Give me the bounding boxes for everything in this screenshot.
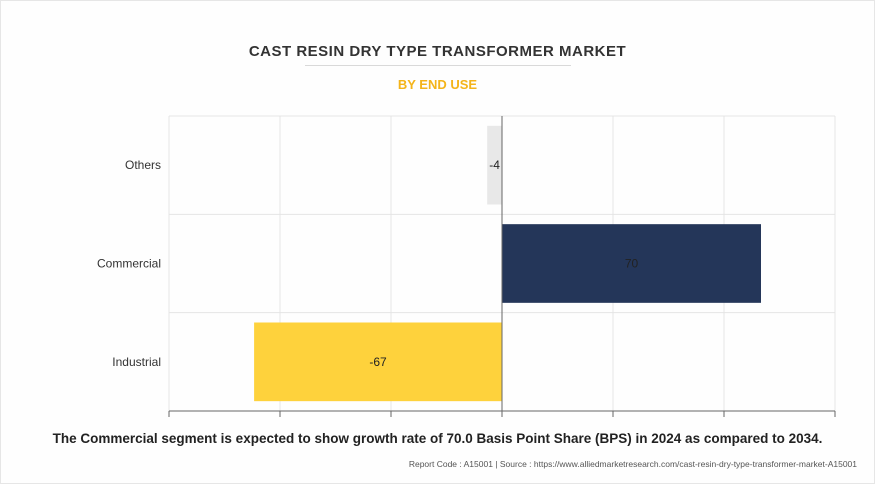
source-note: Report Code : A15001 | Source : https://… [408,459,857,469]
bar-commercial [502,224,761,303]
bar-others [487,125,502,205]
data-label: 70 [625,257,639,271]
category-label: Commercial [97,257,161,271]
chart-caption: The Commercial segment is expected to sh… [52,431,823,446]
chart-subtitle: BY END USE [397,77,478,92]
chart-title: CAST RESIN DRY TYPE TRANSFORMER MARKET [248,43,627,60]
title-divider [305,65,571,66]
bar-industrial [254,322,502,402]
data-label: -4 [489,158,500,172]
data-label: -67 [369,355,387,369]
category-label: Others [125,158,161,172]
category-label: Industrial [112,355,161,369]
